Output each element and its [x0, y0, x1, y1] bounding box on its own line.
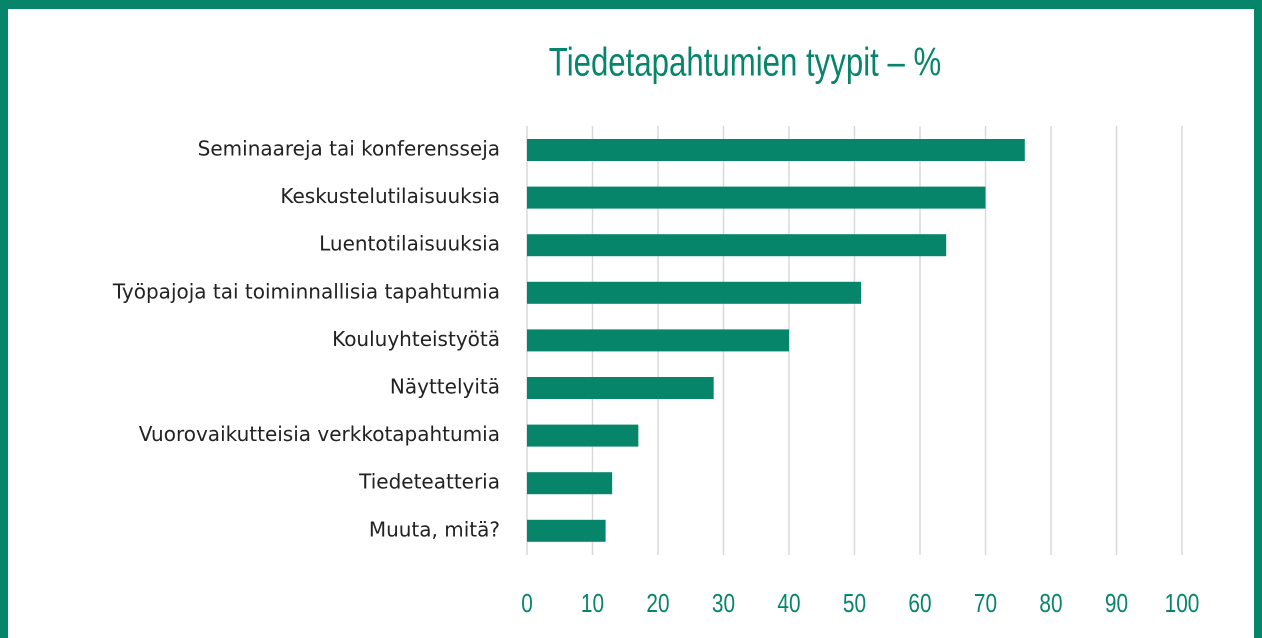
x-tick-label: 80	[1039, 589, 1062, 618]
bar	[527, 329, 789, 352]
x-tick-label: 100	[1165, 589, 1200, 618]
y-tick-label: Näyttelyitä	[390, 375, 500, 399]
bar	[527, 281, 862, 304]
y-tick-label: Seminaareja tai konferensseja	[198, 137, 500, 161]
y-tick-label: Luentotilaisuuksia	[319, 232, 500, 256]
background	[8, 9, 1254, 638]
x-tick-label: 50	[843, 589, 866, 618]
x-tick-label: 40	[777, 589, 800, 618]
bar	[527, 519, 606, 542]
y-tick-label: Kouluyhteistyötä	[332, 327, 500, 351]
x-tick-label: 70	[974, 589, 997, 618]
bar	[527, 472, 613, 495]
y-tick-label: Muuta, mitä?	[369, 517, 500, 541]
bar	[527, 139, 1025, 161]
bar	[527, 186, 986, 209]
bar	[527, 424, 639, 447]
y-tick-label: Tiedeteatteria	[358, 470, 500, 494]
x-tick-label: 60	[908, 589, 931, 618]
x-tick-label: 90	[1105, 589, 1128, 618]
y-tick-label: Vuorovaikutteisia verkkotapahtumia	[139, 422, 500, 446]
chart-title: Tiedetapahtumien tyypit – %	[549, 40, 941, 85]
y-tick-label: Työpajoja tai toiminnallisia tapahtumia	[112, 279, 500, 303]
x-tick-label: 30	[712, 589, 735, 618]
bar	[527, 234, 947, 257]
bar	[527, 377, 714, 399]
x-tick-label: 0	[521, 589, 533, 618]
x-tick-label: 10	[581, 589, 604, 618]
x-tick-label: 20	[646, 589, 669, 618]
y-tick-label: Keskustelutilaisuuksia	[280, 184, 500, 208]
